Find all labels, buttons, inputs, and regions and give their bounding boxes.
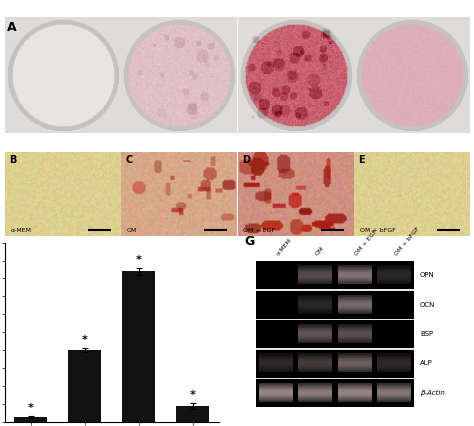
Text: β-Actin: β-Actin xyxy=(420,390,445,396)
Text: *: * xyxy=(27,403,34,413)
Bar xyxy=(14,417,47,422)
Text: OM: OM xyxy=(127,227,137,233)
Bar xyxy=(176,406,209,422)
Text: A: A xyxy=(7,21,17,34)
Text: *: * xyxy=(82,335,88,345)
Text: C: C xyxy=(126,155,133,165)
Text: G: G xyxy=(245,236,255,248)
Text: OM + bFGF: OM + bFGF xyxy=(393,226,420,257)
Text: *: * xyxy=(136,255,142,265)
Text: OPN: OPN xyxy=(420,272,435,278)
Text: OM + EGF: OM + EGF xyxy=(243,227,275,233)
Text: α-MEM: α-MEM xyxy=(10,227,31,233)
Text: ALP: ALP xyxy=(420,360,433,366)
Bar xyxy=(122,271,155,422)
Text: E: E xyxy=(359,155,365,165)
Text: BSP: BSP xyxy=(420,331,433,337)
Text: OCN: OCN xyxy=(420,302,435,308)
Text: OM + bFGF: OM + bFGF xyxy=(360,227,395,233)
Bar xyxy=(68,350,101,422)
Text: OM + EGF: OM + EGF xyxy=(354,229,379,257)
Text: OM: OM xyxy=(315,246,326,257)
Text: D: D xyxy=(242,155,250,165)
Text: *: * xyxy=(190,390,196,400)
Text: B: B xyxy=(9,155,17,165)
Text: α-MEM: α-MEM xyxy=(276,238,293,257)
